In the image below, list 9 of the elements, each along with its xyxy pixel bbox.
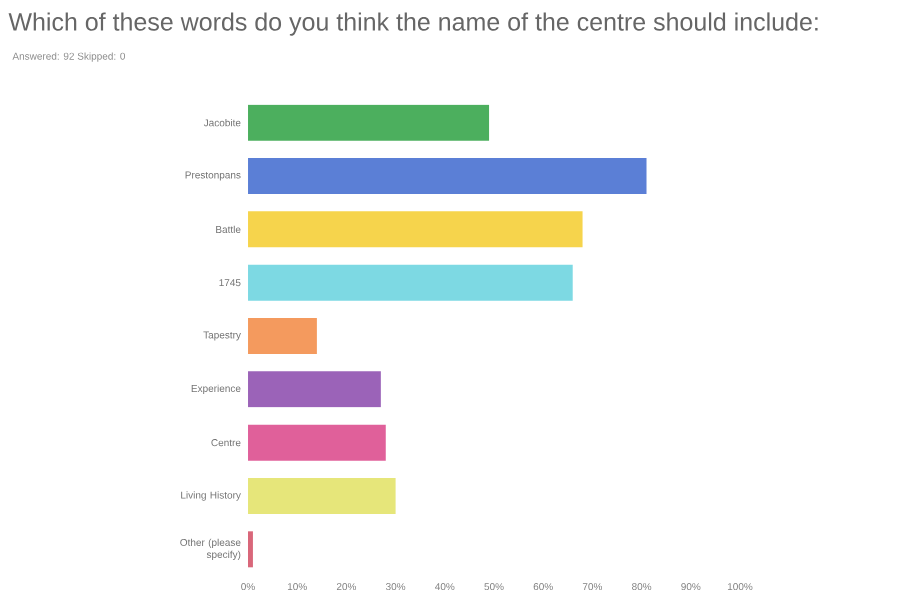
chart-title: Which of these words do you think the name of the centre should include: [8, 12, 818, 36]
bar [248, 424, 386, 461]
bar [248, 104, 490, 141]
bar [248, 158, 647, 194]
bar [248, 477, 396, 514]
bar [248, 211, 583, 248]
bar [248, 264, 573, 301]
bar [248, 371, 381, 408]
bar [248, 317, 317, 354]
